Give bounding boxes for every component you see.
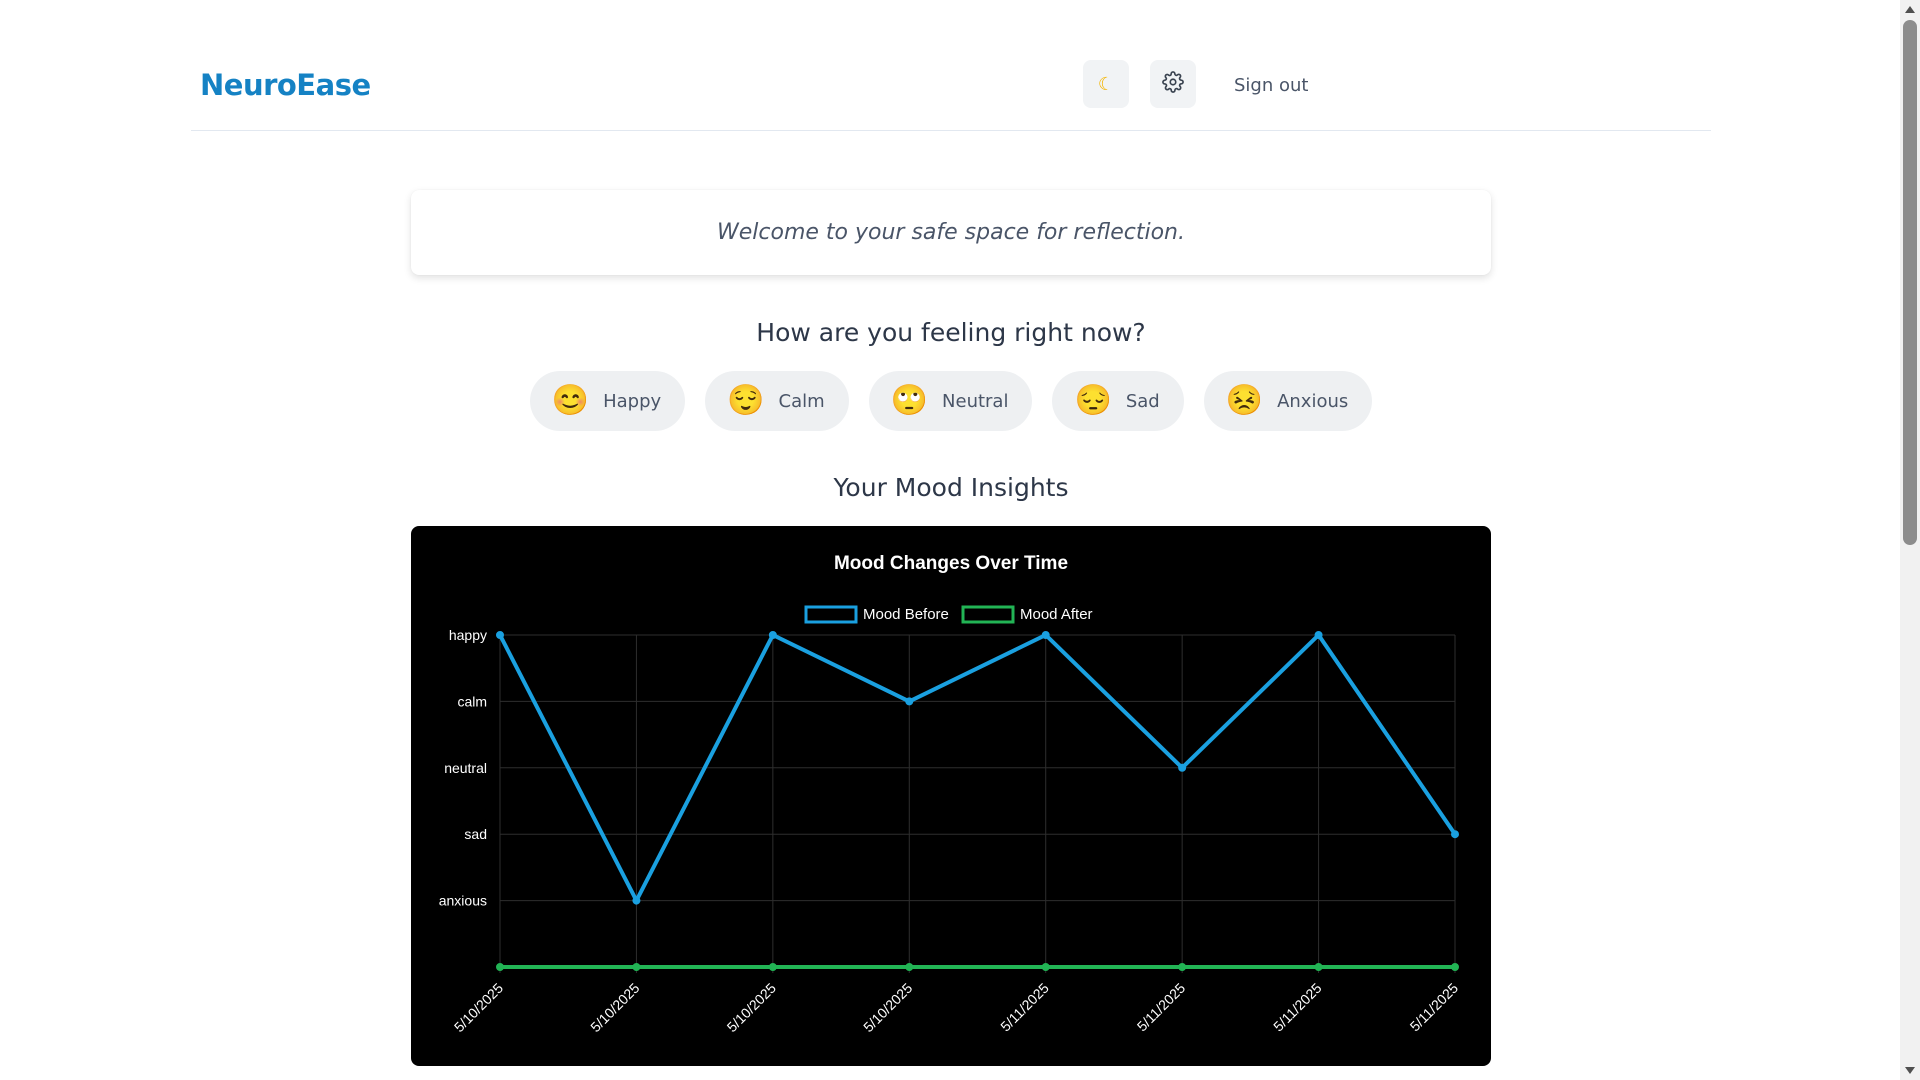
neutral-face-icon: 🙄 (890, 384, 929, 417)
legend-label: Mood Before (863, 606, 949, 623)
data-point (1178, 963, 1187, 971)
insights-title: Your Mood Insights (833, 473, 1069, 502)
mood-options: 😊 Happy 😌 Calm 🙄 Neutral 😔 Sad 😣 Anxious (411, 371, 1491, 431)
mood-button-happy[interactable]: 😊 Happy (529, 371, 686, 431)
settings-button[interactable] (1150, 60, 1196, 108)
pensive-face-icon: 😔 (1074, 384, 1112, 417)
x-tick-label: 5/10/2025 (860, 980, 916, 1036)
chart-title: Mood Changes Over Time (834, 553, 1068, 574)
x-tick-label: 5/11/2025 (1406, 980, 1461, 1035)
mood-picker-title: How are you feeling right now? (756, 318, 1146, 347)
mood-button-calm[interactable]: 😌 Calm (705, 371, 849, 431)
mood-label: Calm (778, 390, 825, 412)
vertical-scrollbar[interactable] (1900, 0, 1920, 1080)
y-tick-label: happy (449, 627, 487, 643)
theme-toggle-button[interactable]: ☾ (1083, 60, 1129, 108)
sign-out-link[interactable]: Sign out (1234, 75, 1309, 96)
welcome-message: Welcome to your safe space for reflectio… (716, 220, 1185, 245)
data-point (1314, 631, 1323, 639)
data-point (905, 963, 914, 971)
data-point (632, 896, 641, 905)
moon-icon: ☾ (1097, 74, 1115, 94)
welcome-card: Welcome to your safe space for reflectio… (411, 190, 1491, 275)
mood-label: Anxious (1277, 390, 1349, 412)
x-tick-label: 5/10/2025 (587, 980, 643, 1036)
top-bar (191, 0, 1711, 131)
scroll-down-arrow-icon[interactable] (1905, 1067, 1915, 1074)
mood-label: Happy (603, 390, 662, 412)
data-point (1178, 763, 1187, 772)
mood-button-sad[interactable]: 😔 Sad (1052, 371, 1184, 431)
y-tick-label: calm (457, 693, 487, 709)
mood-button-anxious[interactable]: 😣 Anxious (1203, 371, 1373, 431)
gear-icon (1162, 70, 1184, 98)
mood-chart: Mood Changes Over Time Mood Before Mood Af… (439, 553, 1462, 1036)
y-tick-label: anxious (439, 893, 487, 909)
legend-label: Mood After (1020, 606, 1093, 623)
legend-swatch (961, 605, 1015, 624)
brand-logo[interactable]: NeuroEase (200, 68, 371, 102)
data-point (1041, 631, 1050, 639)
data-point (1451, 830, 1459, 839)
mood-label: Neutral (942, 390, 1009, 412)
legend-swatch (804, 605, 858, 624)
y-tick-label: neutral (444, 760, 487, 776)
series-line (498, 633, 1457, 903)
y-tick-label: sad (464, 826, 487, 842)
data-point (632, 963, 641, 971)
data-point (496, 631, 504, 639)
data-point (1314, 963, 1323, 971)
data-point (496, 963, 504, 971)
data-point (905, 697, 914, 706)
x-tick-label: 5/11/2025 (1270, 980, 1325, 1035)
data-point (768, 963, 777, 971)
x-tick-label: 5/10/2025 (451, 980, 507, 1036)
x-tick-label: 5/10/2025 (724, 980, 780, 1036)
data-point (768, 631, 777, 639)
mood-chart-card: Mood Changes Over Time Mood Before Mood Af… (411, 526, 1491, 1066)
data-point (1041, 963, 1050, 971)
data-point (1451, 963, 1459, 971)
scroll-up-arrow-icon[interactable] (1905, 6, 1915, 13)
mood-button-neutral[interactable]: 🙄 Neutral (868, 371, 1033, 431)
persevering-face-icon: 😣 (1225, 384, 1264, 417)
x-tick-label: 5/11/2025 (1134, 980, 1189, 1035)
mood-label: Sad (1125, 390, 1160, 412)
smiling-face-icon: 😊 (551, 384, 590, 417)
scrollbar-thumb[interactable] (1903, 20, 1917, 545)
x-tick-label: 5/11/2025 (997, 980, 1052, 1035)
relieved-face-icon: 😌 (727, 384, 765, 417)
